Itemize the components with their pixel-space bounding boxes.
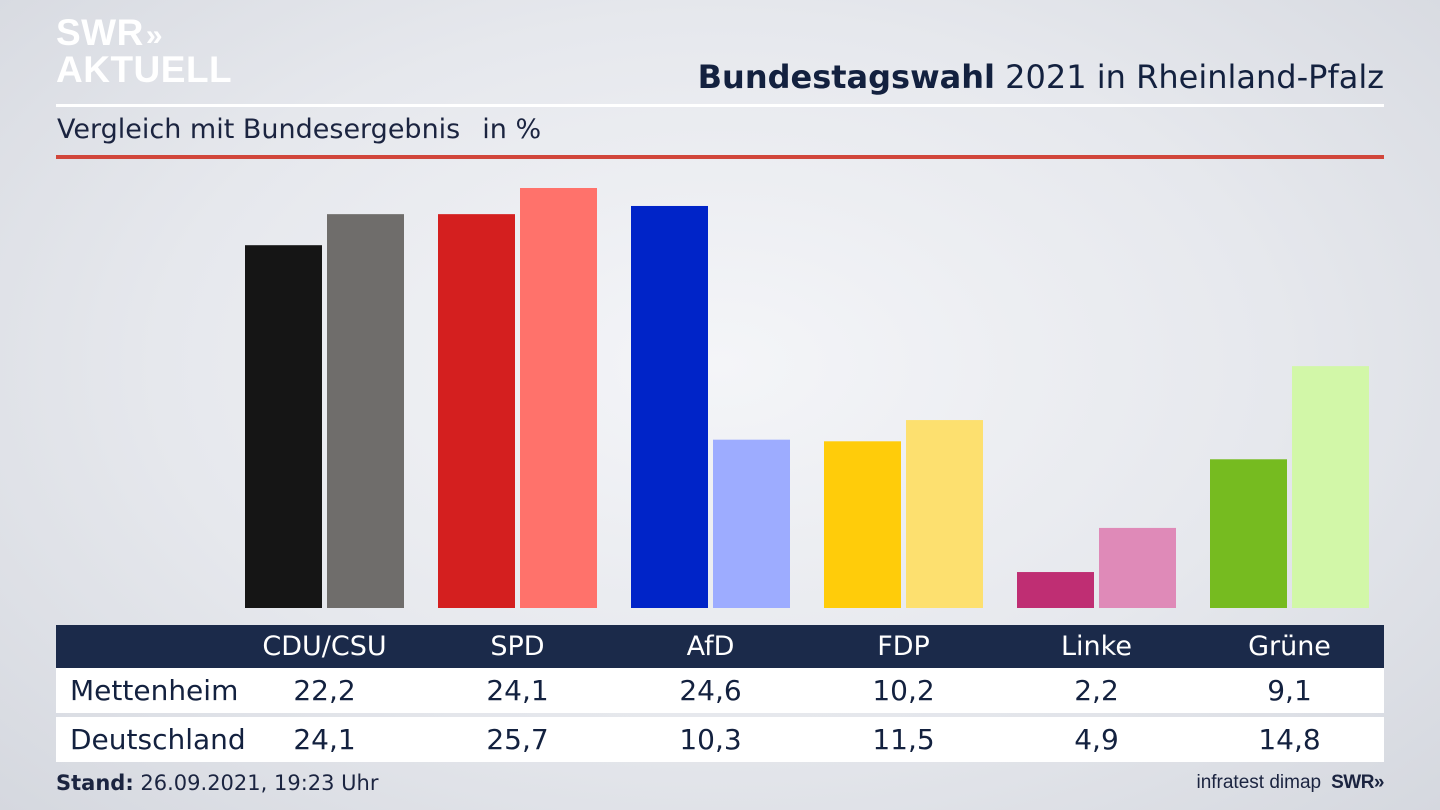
value-cell: 25,7 xyxy=(486,723,549,756)
value-cell: 2,2 xyxy=(1074,674,1119,707)
results-table: CDU/CSU SPD AfD FDP Linke Grüne Mettenheim 22,… xyxy=(56,625,1384,762)
value-cell: 4,9 xyxy=(1074,723,1119,756)
logo-swr-text: SWR xyxy=(56,12,144,53)
bar-chart xyxy=(245,188,1369,609)
value-cell: 10,2 xyxy=(872,674,935,707)
bar-linke-mettenheim xyxy=(1017,572,1094,608)
timestamp: Stand: 26.09.2021, 19:23 Uhr xyxy=(56,771,379,795)
chart-subtitle: Vergleich mit Bundesergebnis in % xyxy=(57,114,541,145)
bar-cdu-csu-mettenheim xyxy=(245,245,322,609)
value-cell: 24,6 xyxy=(679,674,742,707)
bar-afd-mettenheim xyxy=(631,205,708,608)
category-label: Linke xyxy=(1061,631,1132,662)
bar-grüne-deutschland xyxy=(1292,366,1369,608)
value-cell: 24,1 xyxy=(486,674,549,707)
category-label: CDU/CSU xyxy=(262,631,387,662)
bar-spd-deutschland xyxy=(520,188,597,608)
bar-fdp-deutschland xyxy=(906,420,983,608)
category-label: Grüne xyxy=(1248,631,1331,662)
value-cell: 24,1 xyxy=(293,723,356,756)
chart-title: Bundestagswahl 2021 in Rheinland-Pfalz xyxy=(698,58,1384,96)
swr-aktuell-logo: SWR» AKTUELL xyxy=(56,14,233,90)
bar-linke-deutschland xyxy=(1099,527,1176,608)
value-cell: 9,1 xyxy=(1267,674,1312,707)
table-header-row: CDU/CSU SPD AfD FDP Linke Grüne xyxy=(56,625,1384,668)
source-text: infratest dimap xyxy=(1196,772,1322,793)
stand-value: 26.09.2021, 19:23 Uhr xyxy=(133,771,379,795)
swr-brand-icon: SWR» xyxy=(1331,772,1384,793)
subtitle-text: Vergleich mit Bundesergebnis xyxy=(57,114,461,145)
row-label: Mettenheim xyxy=(70,674,239,707)
bar-fdp-mettenheim xyxy=(824,441,901,608)
value-cell: 11,5 xyxy=(872,723,935,756)
value-cell: 14,8 xyxy=(1258,723,1321,756)
value-cell: 10,3 xyxy=(679,723,742,756)
table-row: Mettenheim 22,2 24,1 24,6 10,2 2,2 9,1 xyxy=(56,668,1384,713)
unit-label: in % xyxy=(482,114,542,145)
category-label: SPD xyxy=(490,631,545,662)
subtitle-divider xyxy=(56,155,1384,159)
title-bold: Bundestagswahl xyxy=(697,58,995,96)
title-divider xyxy=(56,104,1384,107)
category-label: FDP xyxy=(877,631,930,662)
bar-cdu-csu-deutschland xyxy=(327,214,404,608)
value-cell: 22,2 xyxy=(293,674,356,707)
bar-spd-mettenheim xyxy=(438,214,515,608)
title-rest: 2021 in Rheinland-Pfalz xyxy=(995,58,1384,96)
category-label: AfD xyxy=(686,631,735,662)
row-label: Deutschland xyxy=(70,723,246,756)
bar-afd-deutschland xyxy=(713,439,790,608)
table-row: Deutschland 24,1 25,7 10,3 11,5 4,9 14,8 xyxy=(56,717,1384,762)
source-credit: infratest dimap SWR» xyxy=(1196,772,1384,794)
bar-grüne-mettenheim xyxy=(1210,459,1287,608)
logo-aktuell-text: AKTUELL xyxy=(56,49,233,90)
stand-label: Stand: xyxy=(56,771,134,795)
